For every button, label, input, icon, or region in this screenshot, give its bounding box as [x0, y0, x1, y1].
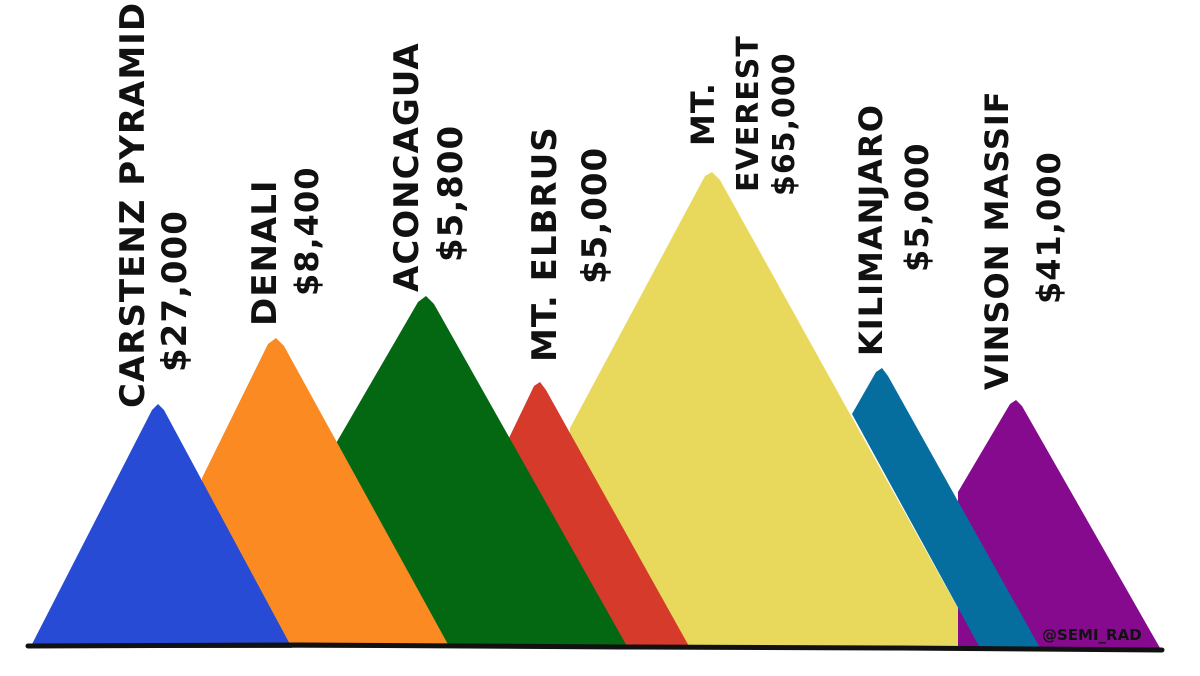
label-everest-price: $65,000 — [767, 52, 802, 196]
label-denali-name: DENALI — [245, 179, 285, 326]
label-denali-price: $8,400 — [288, 167, 326, 296]
label-vinson-name: VINSON MASSIF — [978, 90, 1016, 390]
credit-text: @SEMI_RAD — [1042, 626, 1142, 644]
label-vinson-price: $41,000 — [1030, 151, 1068, 304]
label-carstenz-price: $27,000 — [155, 210, 195, 372]
label-everest-name-line1: MT. — [684, 82, 722, 146]
label-everest-name-line2: EVEREST — [731, 35, 766, 192]
mountain-everest — [570, 172, 980, 648]
label-kilimanjaro-name: KILIMANJARO — [852, 104, 890, 356]
label-kilimanjaro-price: $5,000 — [898, 143, 936, 272]
label-aconcagua-name: ACONCAGUA — [387, 42, 427, 292]
mountain-denali — [202, 338, 450, 648]
label-carstenz-name: CARSTENZ PYRAMID — [113, 2, 153, 408]
label-aconcagua-price: $5,800 — [431, 125, 471, 262]
mountain-aconcagua — [335, 296, 628, 648]
label-elbrus-price: $5,000 — [575, 147, 615, 284]
label-elbrus-name: MT. ELBRUS — [525, 126, 565, 362]
mountain-vinson — [958, 400, 1160, 648]
mountain-kilimanjaro — [852, 368, 1040, 648]
ground-line — [25, 642, 1165, 653]
mountain-carstenz — [30, 404, 292, 648]
